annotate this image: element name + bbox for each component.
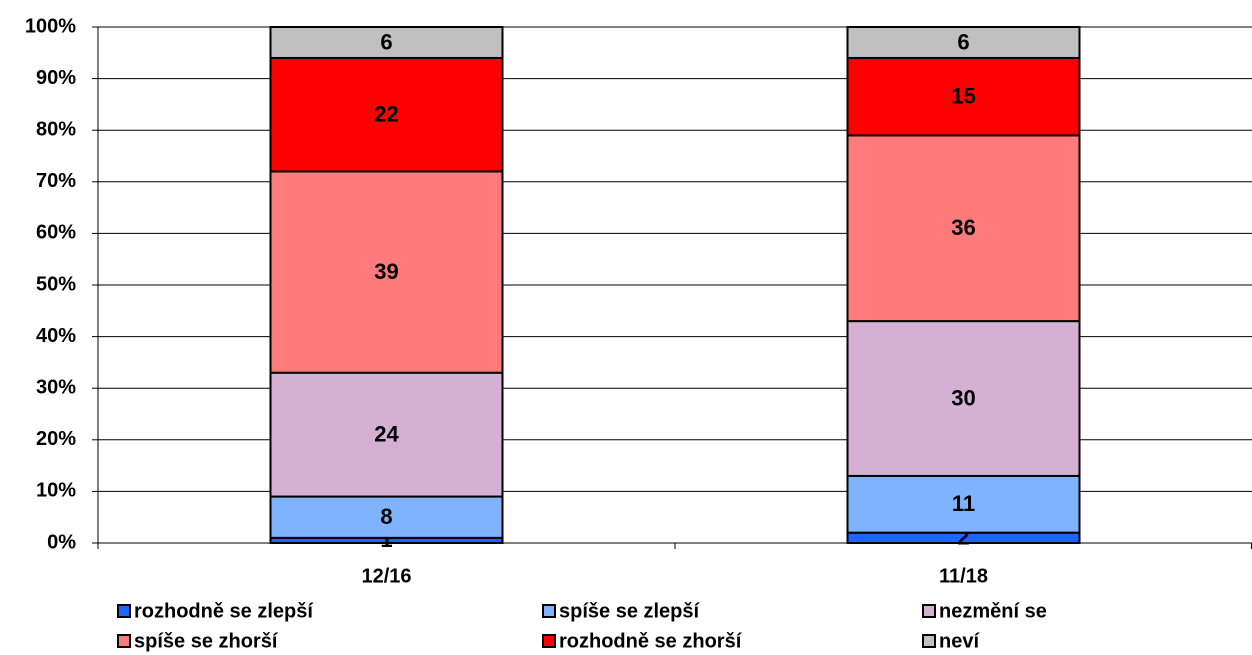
legend-label: neví — [939, 630, 980, 652]
data-label: 6 — [380, 29, 392, 54]
bar-segment — [269, 26, 504, 59]
y-tick-label: 80% — [36, 118, 76, 140]
legend-swatch — [117, 634, 131, 648]
y-tick-label: 30% — [36, 376, 76, 398]
legend-swatch — [922, 604, 936, 618]
y-tick-label: 70% — [36, 170, 76, 192]
legend-label: nezmění se — [939, 600, 1047, 622]
legend-label: spíše se zhorší — [134, 630, 279, 652]
data-label: 39 — [374, 259, 398, 284]
legend-swatch — [922, 634, 936, 648]
bar-segment — [846, 26, 1081, 59]
y-tick-label: 50% — [36, 273, 76, 295]
legend-label: rozhodně se zhorší — [559, 630, 743, 652]
bar-segment — [269, 170, 504, 374]
legend-label: spíše se zlepší — [559, 600, 701, 622]
legend-swatch — [542, 604, 556, 618]
data-label: 6 — [957, 29, 969, 54]
y-tick-label: 20% — [36, 428, 76, 450]
y-tick-label: 90% — [36, 67, 76, 89]
legend-swatch — [542, 634, 556, 648]
legend-label: rozhodně se zlepší — [134, 600, 314, 622]
data-label: 36 — [951, 215, 975, 240]
y-tick-label: 10% — [36, 480, 76, 502]
data-label: 8 — [380, 504, 392, 529]
bar-segment — [269, 495, 504, 539]
bar-segment — [269, 56, 504, 173]
y-tick-label: 100% — [25, 15, 76, 37]
data-label: 22 — [374, 102, 398, 127]
data-label: 30 — [951, 385, 975, 410]
y-tick-label: 40% — [36, 325, 76, 347]
bar-segment — [846, 474, 1081, 534]
y-tick-label: 0% — [47, 531, 76, 553]
bar-segment — [846, 134, 1081, 323]
legend-swatch — [117, 604, 131, 618]
data-label: 11 — [952, 491, 975, 516]
x-tick-label: 12/16 — [361, 565, 411, 587]
y-tick-label: 60% — [36, 222, 76, 244]
x-tick-label: 11/18 — [939, 565, 988, 587]
data-label: 24 — [374, 421, 399, 446]
bar-segment — [269, 371, 504, 498]
bar-segment — [846, 320, 1081, 477]
data-label: 15 — [951, 83, 975, 108]
